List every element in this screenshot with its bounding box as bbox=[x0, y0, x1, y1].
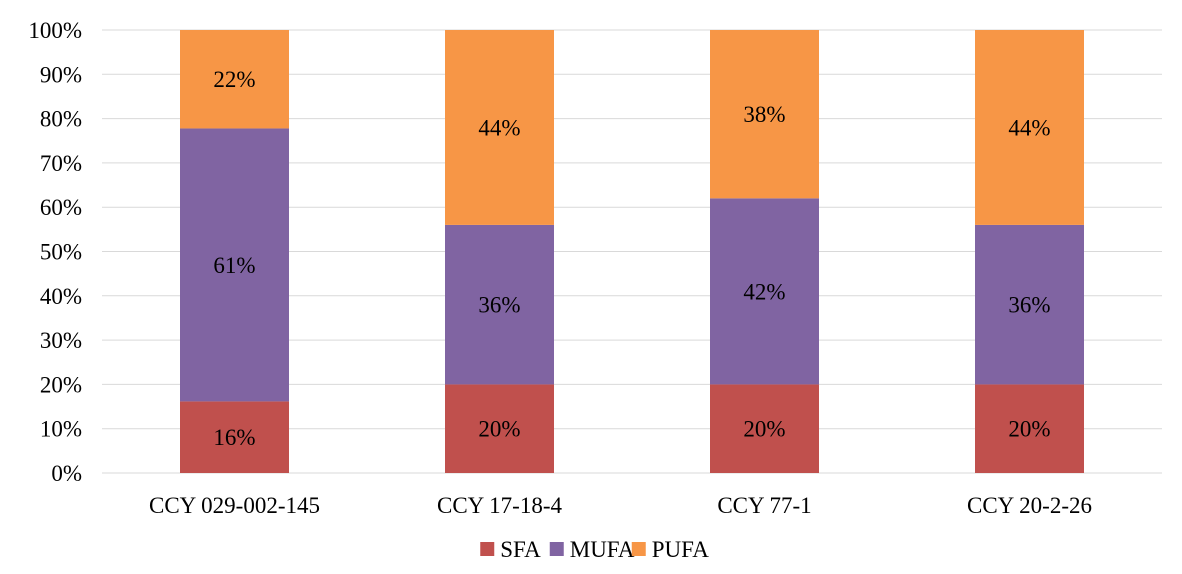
data-label: 36% bbox=[478, 293, 520, 318]
y-tick-label: 90% bbox=[40, 62, 82, 87]
legend-label: PUFA bbox=[652, 537, 709, 562]
y-tick-label: 70% bbox=[40, 151, 82, 176]
y-tick-label: 30% bbox=[40, 328, 82, 353]
bar-segment-pufa bbox=[975, 30, 1084, 225]
bar-segment-sfa bbox=[710, 384, 819, 473]
y-tick-label: 40% bbox=[40, 284, 82, 309]
bar-segment-pufa bbox=[445, 30, 554, 225]
legend-item-pufa: PUFA bbox=[631, 537, 709, 562]
y-tick-label: 0% bbox=[51, 461, 82, 486]
legend-swatch bbox=[549, 542, 564, 556]
data-label: 42% bbox=[743, 279, 785, 304]
data-label: 36% bbox=[1008, 293, 1050, 318]
x-tick-label: CCY 20-2-26 bbox=[967, 493, 1092, 518]
y-tick-label: 10% bbox=[40, 417, 82, 442]
y-tick-label: 60% bbox=[40, 195, 82, 220]
legend: SFA MUFA PUFA bbox=[480, 537, 709, 562]
data-label: 20% bbox=[478, 417, 520, 442]
bar-segment-mufa bbox=[975, 224, 1084, 385]
data-label: 16% bbox=[213, 425, 255, 450]
bar-segment-sfa bbox=[975, 384, 1084, 473]
bar-segment-pufa bbox=[180, 30, 289, 129]
legend-label: SFA bbox=[500, 537, 541, 562]
y-tick-label: 20% bbox=[40, 372, 82, 397]
data-label: 38% bbox=[743, 102, 785, 127]
data-label: 20% bbox=[743, 417, 785, 442]
legend-item-sfa: SFA bbox=[480, 537, 541, 562]
bar-segment-mufa bbox=[710, 198, 819, 385]
x-tick-label: CCY 77-1 bbox=[717, 493, 811, 518]
bar-segment-pufa bbox=[710, 30, 819, 199]
y-tick-label: 80% bbox=[40, 107, 82, 132]
y-tick-label: 50% bbox=[40, 240, 82, 265]
legend-label: MUFA bbox=[570, 537, 635, 562]
legend-item-mufa: MUFA bbox=[549, 537, 635, 562]
data-label: 20% bbox=[1008, 417, 1050, 442]
legend-swatch bbox=[631, 542, 646, 556]
x-tick-label: CCY 17-18-4 bbox=[437, 493, 563, 518]
x-tick-label: CCY 029-002-145 bbox=[149, 493, 320, 518]
bar-segment-mufa bbox=[445, 224, 554, 385]
data-label: 44% bbox=[478, 115, 520, 140]
bar-segment-sfa bbox=[445, 384, 554, 473]
data-label: 44% bbox=[1008, 115, 1050, 140]
bar-segment-mufa bbox=[180, 128, 289, 402]
legend-swatch bbox=[480, 542, 495, 556]
data-label: 22% bbox=[213, 67, 255, 92]
data-label: 61% bbox=[213, 253, 255, 278]
y-tick-label: 100% bbox=[28, 18, 82, 43]
bar-segment-sfa bbox=[180, 401, 289, 473]
